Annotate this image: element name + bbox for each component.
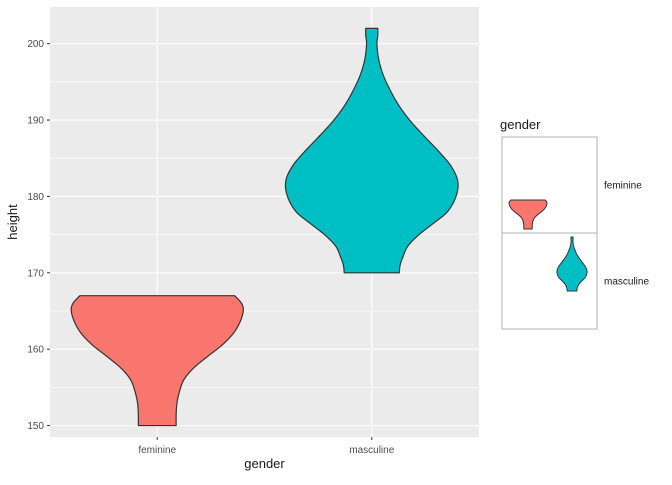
y-tick-label: 200 bbox=[27, 39, 44, 50]
legend-key-masculine bbox=[501, 232, 598, 330]
legend-label-masculine: masculine bbox=[604, 277, 649, 288]
y-tick-label: 160 bbox=[27, 345, 44, 356]
x-axis-title: gender bbox=[244, 456, 285, 471]
y-axis-title: height bbox=[5, 204, 20, 240]
violins bbox=[70, 27, 459, 427]
legend-glyph-feminine bbox=[508, 199, 548, 230]
legend-key-feminine bbox=[501, 136, 598, 234]
x-axis-ticks: feminine masculine bbox=[138, 437, 395, 456]
y-tick-label: 150 bbox=[27, 421, 44, 432]
violin-masculine bbox=[284, 27, 459, 274]
x-tick-label: masculine bbox=[349, 445, 394, 456]
legend-glyph-masculine bbox=[556, 236, 588, 292]
legend-title: gender bbox=[500, 117, 541, 132]
y-tick-label: 190 bbox=[27, 116, 44, 127]
y-tick-label: 170 bbox=[27, 268, 44, 279]
violin-feminine bbox=[70, 295, 244, 427]
legend: gender feminine masculine bbox=[500, 117, 649, 330]
x-tick-label: feminine bbox=[138, 445, 176, 456]
y-tick-label: 180 bbox=[27, 192, 44, 203]
y-axis-ticks: 150 160 170 180 190 200 bbox=[27, 39, 50, 432]
legend-label-feminine: feminine bbox=[604, 181, 642, 192]
